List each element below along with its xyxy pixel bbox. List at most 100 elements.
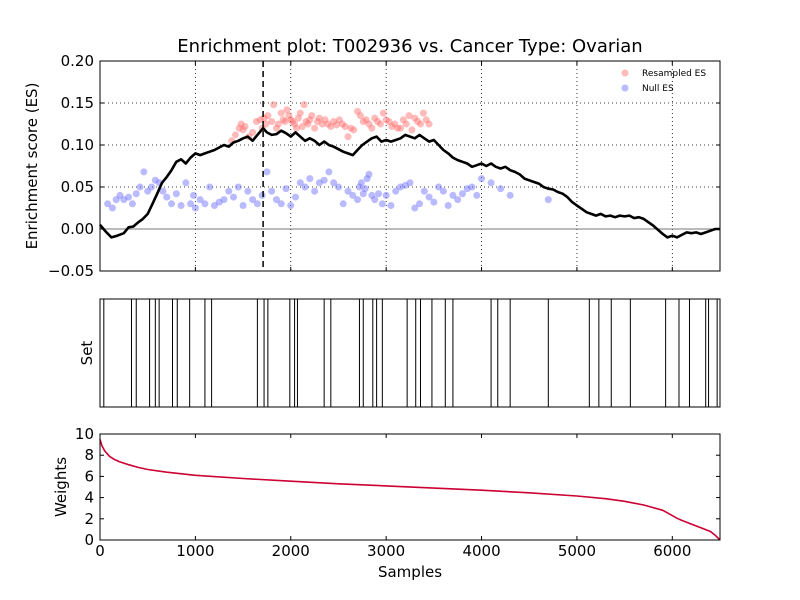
y-tick-label: −0.05: [48, 262, 94, 280]
resampled-es-point: [270, 101, 278, 109]
y-tick-label: 8: [84, 446, 94, 464]
y-tick-label: 6: [84, 467, 94, 485]
resampled-es-point: [315, 114, 323, 122]
resampled-es-point: [422, 116, 430, 124]
null-es-point: [239, 201, 247, 209]
resampled-es-point: [306, 116, 314, 124]
resampled-es-point: [371, 114, 379, 122]
resampled-es-point: [249, 128, 257, 136]
null-es-point: [544, 196, 552, 204]
null-es-point: [292, 193, 300, 201]
resampled-es-point: [302, 117, 310, 125]
null-es-point: [151, 176, 159, 184]
resampled-es-point: [385, 117, 393, 125]
null-es-point: [416, 200, 424, 208]
set-axis-label: Set: [78, 341, 96, 366]
null-es-point: [378, 200, 386, 208]
legend-null-label: Null ES: [642, 84, 674, 94]
null-es-point: [354, 196, 362, 204]
null-es-point: [430, 198, 438, 206]
resampled-es-point: [347, 124, 355, 132]
null-es-point: [191, 204, 199, 212]
enrichment-score-line: [99, 126, 720, 239]
resampled-es-point: [264, 112, 272, 120]
null-es-point: [215, 198, 223, 206]
null-es-point: [253, 200, 261, 208]
resampled-es-point: [368, 124, 376, 132]
resampled-es-point: [396, 124, 404, 132]
resampled-es-point: [272, 124, 280, 132]
null-es-point: [163, 193, 171, 201]
null-es-point: [439, 187, 447, 195]
null-es-point: [361, 185, 369, 193]
null-es-point: [349, 191, 357, 199]
legend-resampled-marker: [621, 69, 629, 77]
null-es-point: [116, 191, 124, 199]
resampled-es-point: [300, 101, 308, 109]
resampled-es-point: [419, 109, 427, 117]
null-es-point: [454, 196, 462, 204]
null-es-point: [444, 201, 452, 209]
null-es-point: [355, 183, 363, 191]
legend-null-marker: [621, 84, 629, 92]
null-es-point: [387, 201, 395, 209]
null-es-point: [449, 191, 457, 199]
null-es-point: [458, 190, 466, 198]
null-es-point: [148, 183, 156, 191]
null-es-point: [320, 176, 328, 184]
null-es-point: [506, 191, 514, 199]
null-es-point: [306, 175, 314, 183]
null-es-point: [172, 190, 180, 198]
null-es-point: [225, 187, 233, 195]
resampled-es-point: [274, 120, 282, 128]
null-es-point: [206, 183, 214, 191]
resampled-es-point: [291, 120, 299, 128]
resampled-es-point: [391, 120, 399, 128]
null-es-point: [339, 200, 347, 208]
resampled-es-point: [318, 120, 326, 128]
null-es-point: [128, 200, 136, 208]
null-es-point: [425, 193, 433, 201]
null-es-point: [396, 183, 404, 191]
resampled-es-point: [382, 116, 390, 124]
weights-axis-label: Weights: [52, 457, 70, 517]
null-es-point: [272, 196, 280, 204]
null-es-point: [330, 179, 338, 187]
null-es-point: [359, 190, 367, 198]
null-es-point: [201, 200, 209, 208]
null-es-point: [463, 185, 471, 193]
y-axis-label: Enrichment score (ES): [23, 83, 41, 250]
resampled-es-point: [287, 116, 295, 124]
null-es-point: [301, 183, 309, 191]
null-es-point: [325, 168, 333, 176]
y-tick-label: 2: [84, 510, 94, 528]
null-es-point: [144, 187, 152, 195]
null-es-point: [406, 179, 414, 187]
null-es-point: [187, 200, 195, 208]
resampled-es-point: [235, 124, 243, 132]
null-es-point: [334, 183, 342, 191]
resampled-es-point: [408, 126, 416, 134]
resampled-es-point: [374, 117, 382, 125]
null-es-point: [411, 204, 419, 212]
resampled-es-point: [262, 120, 270, 128]
null-es-point: [371, 196, 379, 204]
null-es-point: [136, 183, 144, 191]
resampled-es-point: [283, 106, 291, 114]
resampled-es-point: [379, 109, 387, 117]
resampled-es-point: [344, 133, 352, 141]
legend-resampled-label: Resampled ES: [642, 69, 706, 79]
null-es-point: [220, 196, 228, 204]
null-es-point: [382, 191, 390, 199]
null-es-point: [196, 196, 204, 204]
enrichment-panel: −0.05 0.00 0.05 0.10 0.15 0.20 Enrichment scor…: [23, 52, 721, 280]
null-es-point: [112, 196, 120, 204]
resampled-es-point: [260, 114, 268, 122]
resampled-es-point: [333, 121, 341, 129]
resampled-es-point: [362, 116, 370, 124]
resampled-es-point: [294, 114, 302, 122]
resampled-es-point: [308, 112, 316, 120]
enrichment-plot-frame: [99, 60, 721, 272]
resampled-es-point: [289, 117, 297, 125]
resampled-es-point: [277, 109, 285, 117]
